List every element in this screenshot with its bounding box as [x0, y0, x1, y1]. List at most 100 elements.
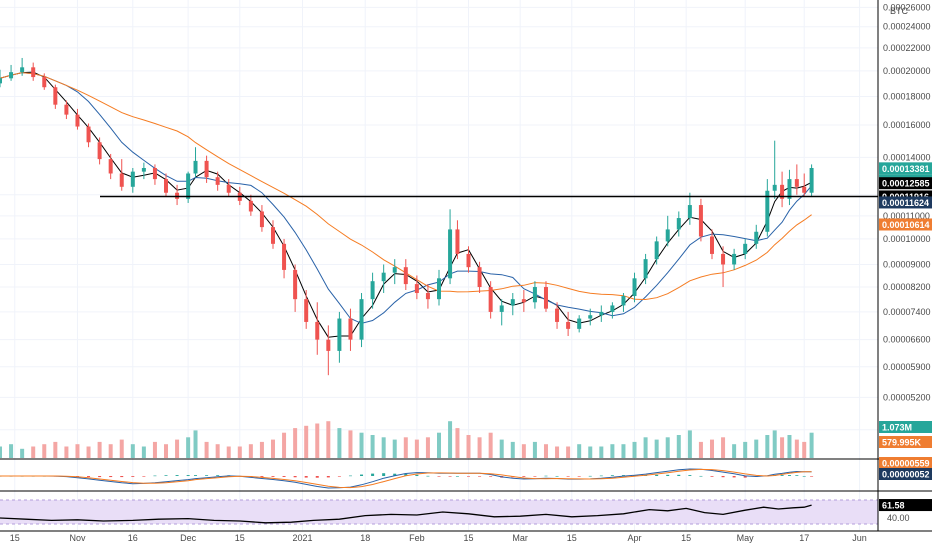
volume-bar [86, 446, 91, 458]
candle-body[interactable] [31, 67, 36, 78]
candle-body[interactable] [610, 305, 615, 312]
candle-body[interactable] [186, 173, 191, 199]
candle-body[interactable] [293, 269, 298, 300]
candle-body[interactable] [466, 253, 471, 268]
candle-body[interactable] [20, 67, 25, 73]
candle-body[interactable] [119, 173, 124, 187]
macd-histogram-bar [98, 476, 102, 478]
price-tick-label: 0.00026000 [883, 2, 931, 12]
macd-histogram-bar [577, 476, 581, 477]
volume-bar [204, 441, 209, 458]
candle-body[interactable] [42, 77, 47, 88]
candle-body[interactable] [282, 243, 287, 270]
candle-body[interactable] [809, 167, 814, 193]
candle-body[interactable] [732, 253, 737, 265]
candle-body[interactable] [709, 236, 714, 254]
candle-body[interactable] [9, 72, 14, 79]
candle-body[interactable] [152, 167, 157, 180]
candle-body[interactable] [455, 229, 460, 254]
time-axis[interactable]: 15 Nov 16 Dec 15 2021 18 Feb 15 Mar 15 Apr 15 May 17 Ju… [10, 533, 867, 543]
candle-body[interactable] [348, 318, 353, 340]
candle-body[interactable] [643, 259, 648, 279]
volume-bar [455, 428, 460, 458]
macd-histogram-bar [610, 475, 614, 476]
macd-histogram-bar [131, 476, 135, 477]
candle-body[interactable] [425, 293, 430, 300]
price-tick-label: 0.00008200 [883, 282, 931, 292]
volume-bar [521, 444, 526, 458]
candle-body[interactable] [215, 177, 220, 185]
candle-body[interactable] [337, 318, 342, 351]
candle-body[interactable] [632, 278, 637, 297]
candle-body[interactable] [532, 287, 537, 303]
candle-body[interactable] [270, 227, 275, 244]
macd-histogram-bar [153, 475, 157, 477]
candle-body[interactable] [226, 184, 231, 193]
candle-body[interactable] [787, 179, 792, 199]
price-tick-label: 0.00010000 [883, 234, 931, 244]
candle-body[interactable] [0, 78, 2, 84]
candle-body[interactable] [370, 281, 375, 300]
candle-body[interactable] [193, 160, 198, 174]
candle-body[interactable] [698, 205, 703, 237]
volume-bar [425, 437, 430, 458]
candle-body[interactable] [141, 167, 146, 172]
candle-body[interactable] [665, 229, 670, 242]
candle-body[interactable] [780, 184, 785, 199]
macd-histogram-bar [304, 476, 308, 478]
candle-body[interactable] [521, 299, 526, 303]
candle-body[interactable] [687, 205, 692, 219]
candle-body[interactable] [754, 231, 759, 244]
candle-body[interactable] [621, 296, 626, 306]
candle-body[interactable] [75, 114, 80, 127]
candle-body[interactable] [315, 321, 320, 340]
candle-body[interactable] [86, 126, 91, 143]
candle-body[interactable] [676, 218, 681, 230]
candle-body[interactable] [97, 142, 102, 160]
macd-histogram-bar [348, 475, 352, 477]
candle-body[interactable] [326, 339, 331, 351]
candle-body[interactable] [488, 287, 493, 312]
time-tick-label: 17 [799, 533, 809, 543]
volume-bar [337, 428, 342, 458]
candle-body[interactable] [304, 299, 309, 322]
candle-body[interactable] [53, 87, 58, 105]
candle-body[interactable] [381, 272, 386, 282]
macd-histogram-bar [271, 476, 275, 477]
candle-body[interactable] [743, 243, 748, 254]
candle-body[interactable] [577, 318, 582, 329]
candle-body[interactable] [654, 241, 659, 260]
candle-body[interactable] [392, 267, 397, 273]
candle-body[interactable] [802, 186, 807, 193]
candle-body[interactable] [108, 159, 113, 174]
time-tick-label: Apr [628, 533, 642, 543]
candle-body[interactable] [204, 160, 209, 178]
candle-body[interactable] [543, 287, 548, 309]
candle-body[interactable] [130, 171, 135, 187]
candle-body[interactable] [772, 184, 777, 191]
candle-body[interactable] [566, 321, 571, 329]
candle-body[interactable] [555, 308, 560, 322]
candle-body[interactable] [359, 299, 364, 340]
candle-body[interactable] [403, 267, 408, 285]
candle-body[interactable] [414, 284, 419, 294]
candle-body[interactable] [765, 190, 770, 232]
candlesticks[interactable] [0, 57, 814, 376]
candle-body[interactable] [721, 253, 726, 265]
candle-body[interactable] [499, 305, 504, 312]
candle-body[interactable] [510, 299, 515, 306]
volume-bar [282, 432, 287, 458]
price-tick-label: 0.00014000 [883, 152, 931, 162]
candle-body[interactable] [588, 315, 593, 319]
candle-body[interactable] [259, 211, 264, 228]
candle-body[interactable] [448, 229, 453, 279]
time-tick-label: 15 [10, 533, 20, 543]
candle-body[interactable] [64, 104, 69, 115]
candle-body[interactable] [164, 179, 169, 193]
candle-body[interactable] [794, 179, 799, 187]
candle-body[interactable] [437, 278, 441, 300]
candle-body[interactable] [599, 311, 604, 316]
candle-body[interactable] [248, 200, 253, 212]
candle-body[interactable] [477, 267, 482, 288]
